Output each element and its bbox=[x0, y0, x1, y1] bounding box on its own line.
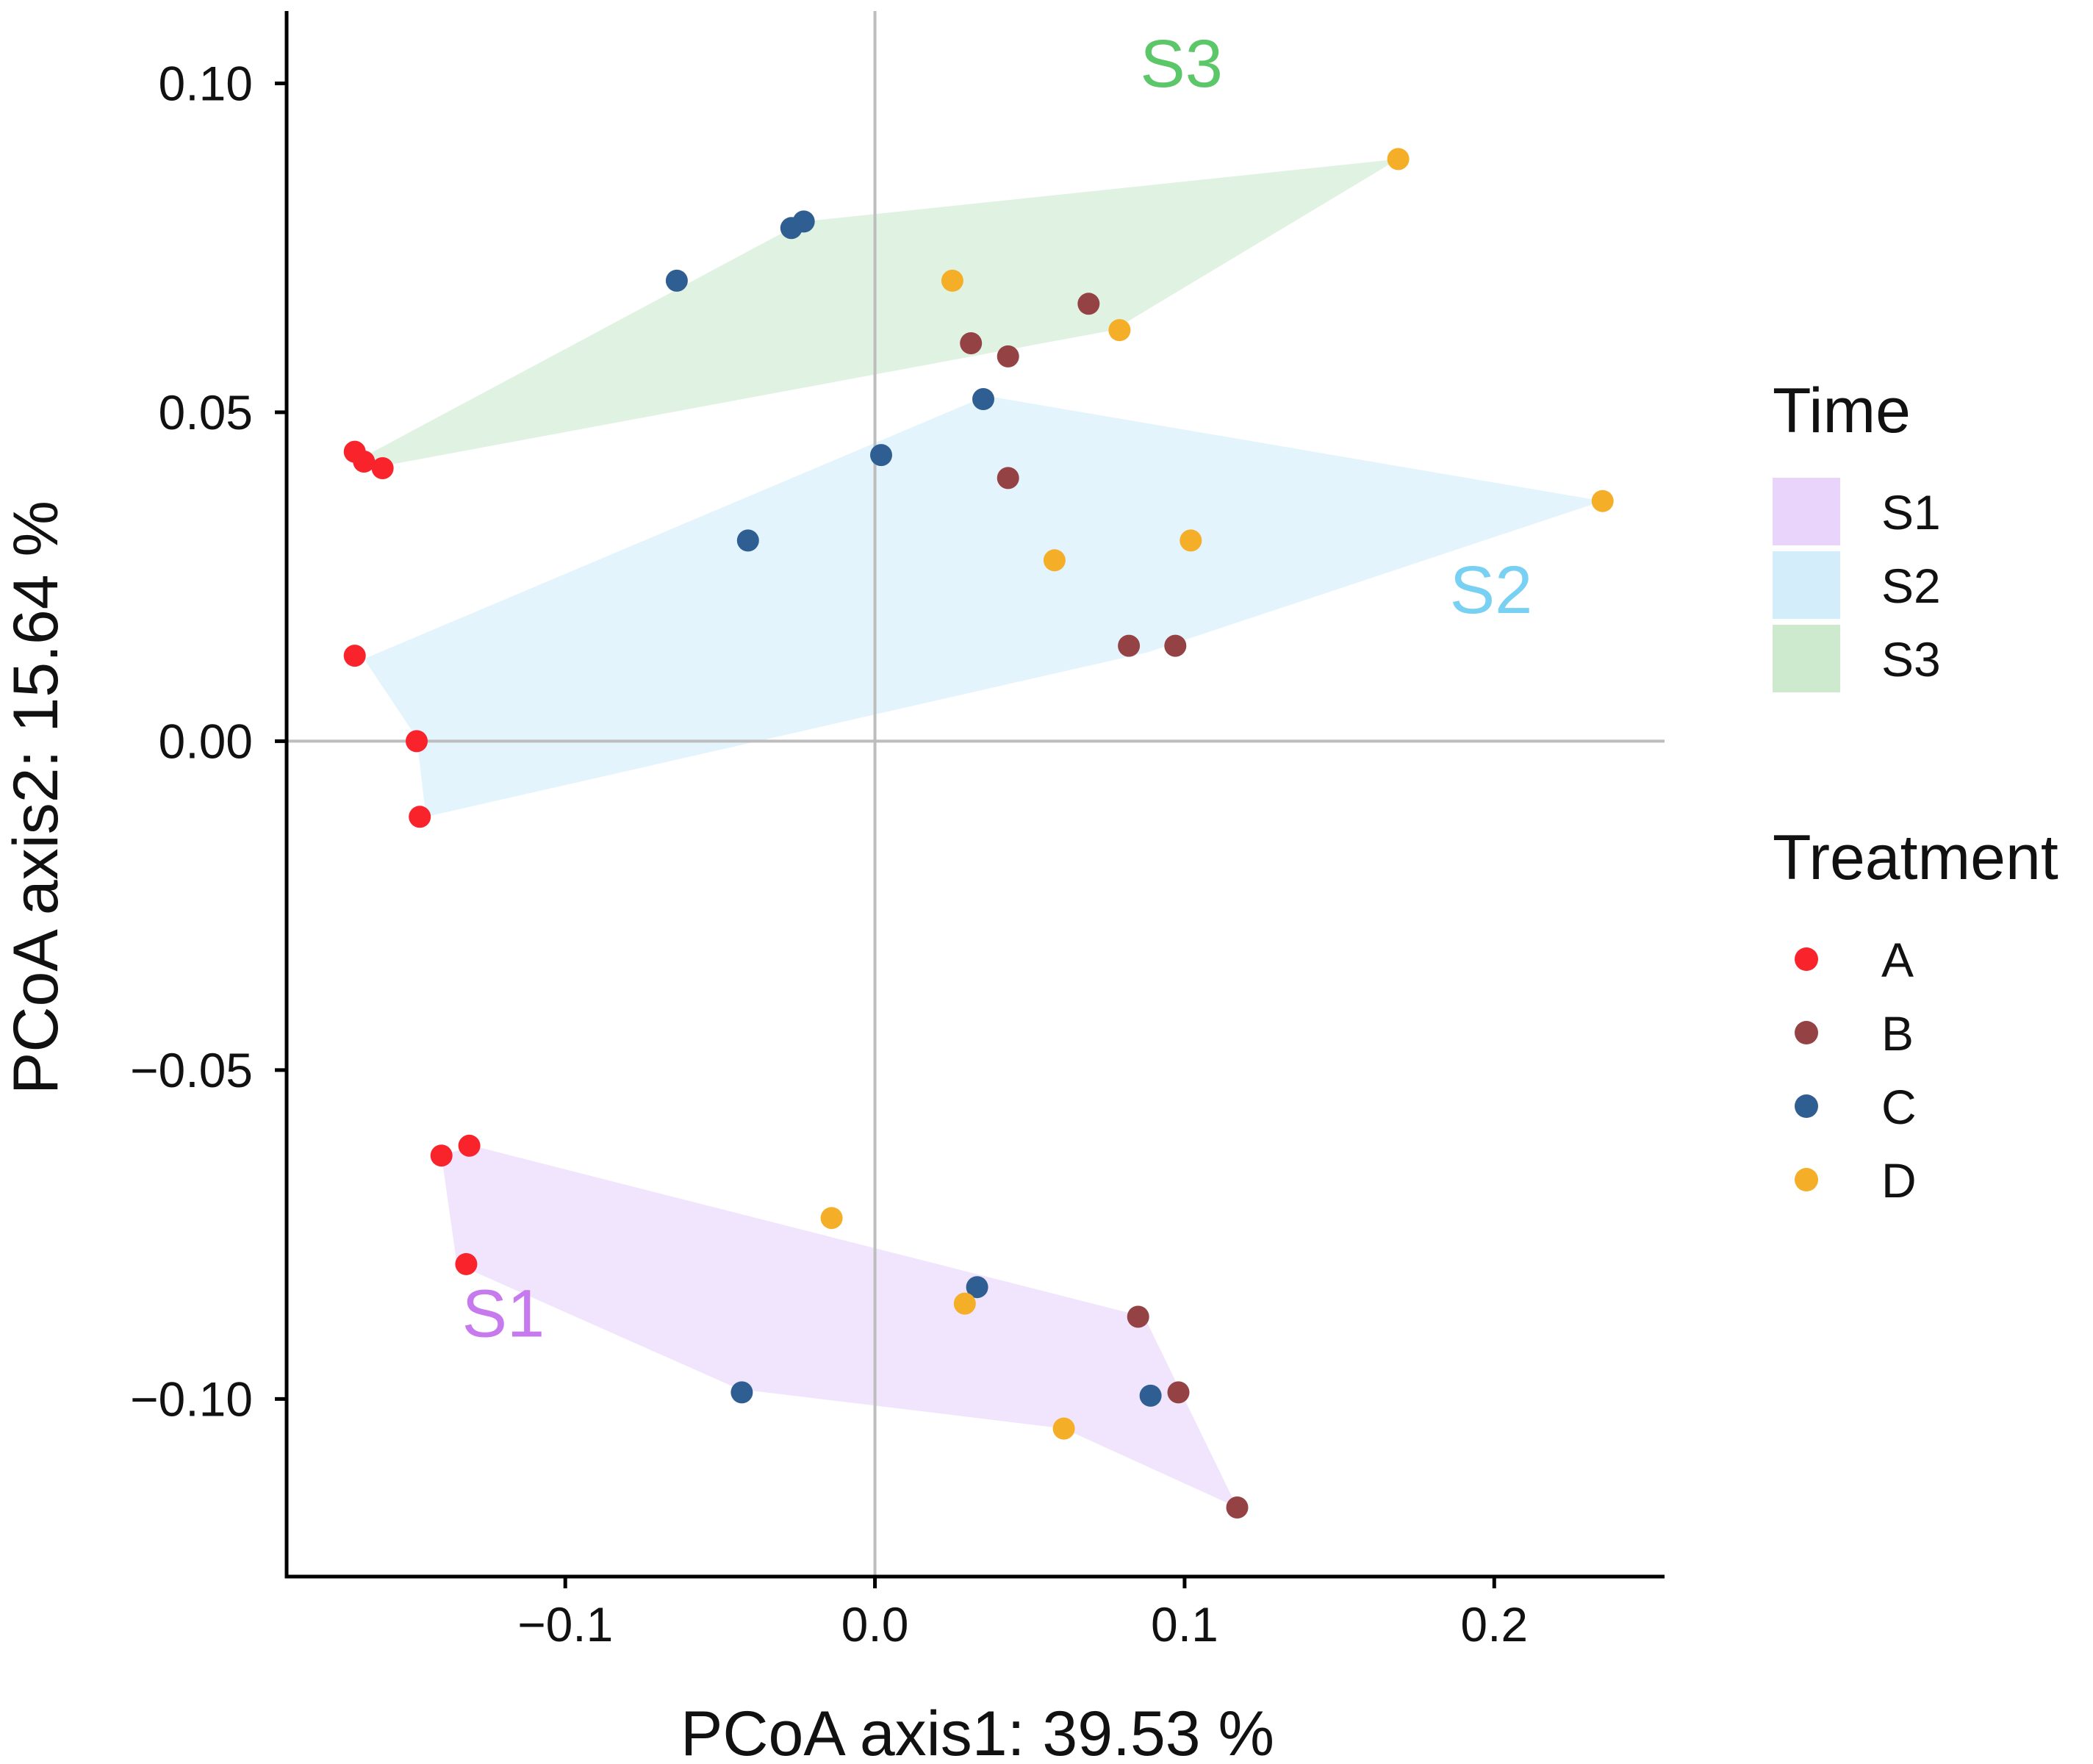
hull-s3 bbox=[354, 159, 1399, 465]
point-d bbox=[1180, 529, 1202, 552]
point-a bbox=[353, 451, 376, 473]
legend-label-a: A bbox=[1881, 933, 1914, 987]
point-c bbox=[730, 1381, 753, 1404]
point-d bbox=[1387, 148, 1410, 171]
legend-dot-d bbox=[1795, 1168, 1818, 1191]
point-c bbox=[665, 269, 688, 292]
point-b bbox=[1077, 293, 1100, 315]
legend-dot-a bbox=[1795, 947, 1818, 971]
x-axis-title: PCoA axis1: 39.53 % bbox=[681, 1699, 1274, 1764]
point-a bbox=[406, 730, 428, 753]
point-c bbox=[870, 444, 892, 467]
x-tick-label: 0.2 bbox=[1460, 1597, 1528, 1652]
point-b bbox=[1167, 1381, 1190, 1404]
legend-label-c: C bbox=[1881, 1080, 1917, 1134]
y-axis-title: PCoA axis2: 15.64 % bbox=[1, 501, 71, 1094]
hull-label-s3: S3 bbox=[1140, 26, 1223, 101]
point-a bbox=[458, 1134, 481, 1157]
point-d bbox=[1052, 1417, 1075, 1440]
point-d bbox=[1108, 319, 1131, 342]
point-c bbox=[972, 388, 994, 410]
y-tick-label: −0.05 bbox=[130, 1043, 253, 1097]
x-tick-label: −0.1 bbox=[517, 1597, 613, 1652]
hull-label-layer: S1 S2 S3 bbox=[462, 26, 1533, 1351]
point-d bbox=[820, 1207, 843, 1230]
legend-swatch-s1 bbox=[1773, 478, 1840, 545]
legend-label-s1: S1 bbox=[1881, 485, 1941, 539]
point-c bbox=[780, 217, 803, 240]
legend-label-b: B bbox=[1881, 1006, 1914, 1061]
legend-dot-b bbox=[1795, 1021, 1818, 1044]
point-d bbox=[953, 1292, 976, 1315]
point-c bbox=[736, 529, 759, 552]
point-b bbox=[960, 332, 983, 354]
point-b bbox=[1226, 1496, 1249, 1519]
point-a bbox=[430, 1144, 453, 1167]
points-layer bbox=[343, 148, 1614, 1519]
legend-dot-c bbox=[1795, 1094, 1818, 1118]
point-b bbox=[1118, 634, 1141, 657]
hull-s2 bbox=[364, 395, 1603, 817]
axes: 0.10 0.05 0.00 −0.05 −0.10 −0.1 0.0 0.1 0.2 bbox=[130, 11, 1665, 1652]
point-b bbox=[997, 345, 1019, 368]
point-a bbox=[409, 806, 431, 828]
y-tick-label: −0.10 bbox=[130, 1372, 253, 1426]
legend-label-s3: S3 bbox=[1881, 632, 1941, 686]
point-d bbox=[1043, 549, 1066, 572]
point-d bbox=[941, 269, 963, 292]
point-b bbox=[997, 467, 1019, 490]
legend-label-d: D bbox=[1881, 1153, 1917, 1208]
hull-s1 bbox=[441, 1145, 1238, 1507]
legend-swatch-s3 bbox=[1773, 625, 1840, 692]
point-a bbox=[455, 1252, 478, 1275]
point-c bbox=[1139, 1384, 1162, 1407]
legend-treatment-title: Treatment bbox=[1773, 822, 2058, 893]
point-d bbox=[1591, 490, 1614, 512]
legend-time-title: Time bbox=[1773, 376, 1911, 446]
reference-lines bbox=[287, 11, 1665, 1577]
legend-label-s2: S2 bbox=[1881, 559, 1941, 613]
point-b bbox=[1127, 1305, 1149, 1328]
y-tick-label: 0.00 bbox=[159, 714, 253, 768]
legend-time: Time S1 S2 S3 bbox=[1773, 376, 1941, 692]
y-tick-label: 0.05 bbox=[159, 385, 253, 440]
hull-label-s1: S1 bbox=[462, 1276, 545, 1351]
hull-label-s2: S2 bbox=[1450, 553, 1533, 628]
x-tick-label: 0.1 bbox=[1151, 1597, 1218, 1652]
point-b bbox=[1164, 634, 1187, 657]
point-a bbox=[343, 645, 366, 667]
point-c bbox=[966, 1276, 988, 1299]
point-a bbox=[371, 457, 394, 479]
x-tick-label: 0.0 bbox=[841, 1597, 909, 1652]
y-tick-label: 0.10 bbox=[159, 56, 253, 110]
legend-swatch-s2 bbox=[1773, 551, 1840, 619]
hull-layer bbox=[354, 159, 1603, 1507]
